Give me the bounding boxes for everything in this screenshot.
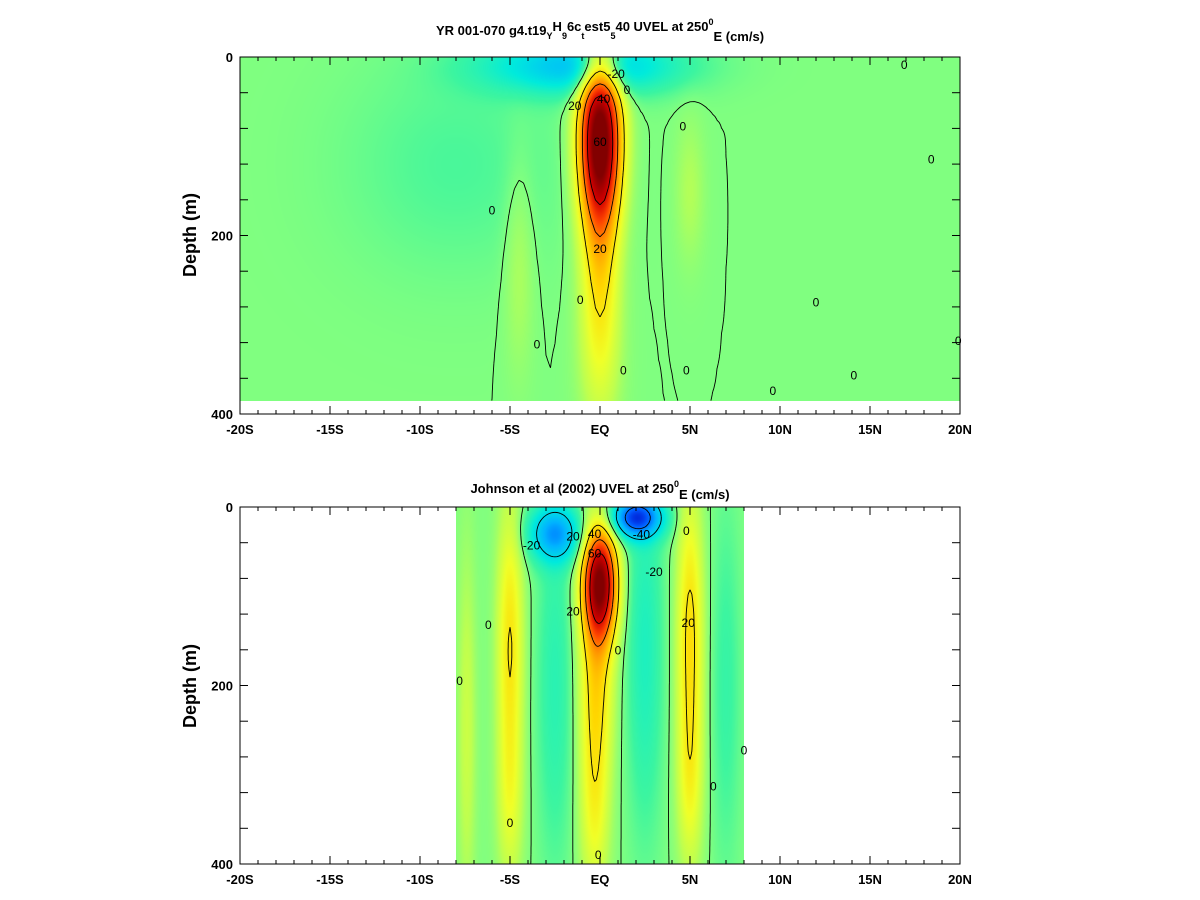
x-tick-label: 15N xyxy=(858,422,882,437)
contour-label: 60 xyxy=(588,546,602,560)
panel-top-field xyxy=(240,57,960,401)
x-tick-label: -15S xyxy=(316,872,344,887)
x-tick-label: -10S xyxy=(406,872,434,887)
panel-bottom-contour-labels: -20 -40 -20 20 40 60 20 20 0 0 0 0 0 0 0 0 xyxy=(456,524,747,862)
contour-label: 0 xyxy=(615,644,622,658)
contour-label: 0 xyxy=(577,293,584,307)
title-part: H xyxy=(553,19,562,34)
x-tick-label: 20N xyxy=(948,422,972,437)
contour-line xyxy=(584,539,615,647)
contour-label: 20 xyxy=(566,529,580,543)
contour-label: 40 xyxy=(588,527,602,541)
title-part: est5 xyxy=(584,19,610,34)
contour-label: 0 xyxy=(901,58,908,72)
x-tick-label: 15N xyxy=(858,872,882,887)
panel-top-contours xyxy=(491,56,729,401)
x-tick-label: EQ xyxy=(591,872,610,887)
y-tick-label: 200 xyxy=(211,229,233,244)
contour-label: 0 xyxy=(813,295,820,309)
contour-label: 0 xyxy=(456,674,463,688)
panel-top: YR 001-070 g4.t19YH96ctest5540 UVEL at 2… xyxy=(180,17,972,437)
contour-label: 0 xyxy=(683,524,690,538)
y-tick-label: 200 xyxy=(211,679,233,694)
contour-label: 0 xyxy=(710,779,717,793)
y-tick-label: 400 xyxy=(211,857,233,872)
contour-label: 0 xyxy=(485,618,492,632)
contour-line xyxy=(581,83,619,238)
y-tick-label: 0 xyxy=(226,500,233,515)
contour-label: 0 xyxy=(489,204,496,218)
panel-top-ylabel: Depth (m) xyxy=(180,193,200,277)
panel-top-title: YR 001-070 g4.t19YH96ctest5540 UVEL at 2… xyxy=(436,17,764,44)
contour-label: 0 xyxy=(850,369,857,383)
title-part: 0 xyxy=(708,17,713,27)
title-part: Y xyxy=(547,31,553,41)
contour-line xyxy=(507,524,695,782)
contour-label: 0 xyxy=(595,848,602,862)
contour-label: 20 xyxy=(566,604,580,618)
heatmap-field xyxy=(456,507,744,864)
contour-line xyxy=(589,553,610,624)
contour-line xyxy=(575,70,625,318)
contour-line xyxy=(520,506,712,865)
panel-bottom-ylabel: Depth (m) xyxy=(180,644,200,728)
contour-label: 0 xyxy=(534,337,541,351)
title-part: 5 xyxy=(610,31,615,41)
contour-label: -20 xyxy=(608,67,626,81)
x-tick-label: -20S xyxy=(226,422,254,437)
title-part: E (cm/s) xyxy=(713,29,764,44)
heatmap-field xyxy=(240,57,960,401)
title-part: 6c xyxy=(567,19,581,34)
contour-label: 0 xyxy=(679,120,686,134)
contour-label: 20 xyxy=(682,616,696,630)
x-tick-label: 20N xyxy=(948,872,972,887)
title-part: 40 UVEL at 250 xyxy=(615,19,708,34)
contour-label: 0 xyxy=(928,153,935,167)
x-tick-label: EQ xyxy=(591,422,610,437)
x-tick-label: 5N xyxy=(682,422,699,437)
contour-label: 40 xyxy=(597,92,611,106)
contour-label: 60 xyxy=(593,135,607,149)
contour-label: -40 xyxy=(633,528,651,542)
title-part: YR 001-070 g4.t19 xyxy=(436,23,547,38)
title-part: t xyxy=(581,31,584,41)
x-tick-label: -5S xyxy=(500,872,521,887)
contour-label: 20 xyxy=(568,99,582,113)
x-tick-label: 10N xyxy=(768,422,792,437)
contour-label: 0 xyxy=(620,363,627,377)
x-tick-label: 10N xyxy=(768,872,792,887)
x-tick-label: 5N xyxy=(682,872,699,887)
contour-label: 0 xyxy=(507,816,514,830)
contour-line xyxy=(491,56,729,401)
contour-label: 0 xyxy=(683,363,690,377)
contour-label: 20 xyxy=(593,242,607,256)
contour-label: 0 xyxy=(624,83,631,97)
panel-top-contour-labels: 0 -20 20 40 60 20 0 0 0 0 0 0 0 0 0 0 0 0 xyxy=(489,58,962,398)
contour-label: 0 xyxy=(955,334,962,348)
x-tick-label: -10S xyxy=(406,422,434,437)
contour-line xyxy=(586,95,614,206)
title-part: E (cm/s) xyxy=(679,487,730,502)
contour-label: -20 xyxy=(645,565,663,579)
contour-label: 0 xyxy=(741,744,748,758)
contour-label: -20 xyxy=(523,538,541,552)
x-tick-label: -20S xyxy=(226,872,254,887)
panel-bottom-title: Johnson et al (2002) UVEL at 2500E (cm/s… xyxy=(470,479,729,502)
x-tick-label: -15S xyxy=(316,422,344,437)
title-part: 0 xyxy=(674,479,679,489)
title-part: 9 xyxy=(562,31,567,41)
panel-bottom-field xyxy=(456,507,744,864)
y-tick-label: 0 xyxy=(226,50,233,65)
x-tick-label: -5S xyxy=(500,422,521,437)
contour-label: 0 xyxy=(769,384,776,398)
title-part: Johnson et al (2002) UVEL at 250 xyxy=(470,481,674,496)
y-tick-label: 400 xyxy=(211,407,233,422)
panel-bottom: Johnson et al (2002) UVEL at 2500E (cm/s… xyxy=(180,479,972,887)
